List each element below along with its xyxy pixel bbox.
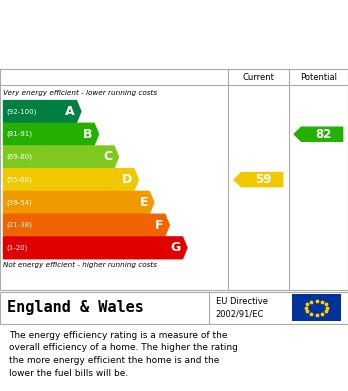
Bar: [292, 294, 341, 321]
Polygon shape: [3, 123, 98, 145]
Polygon shape: [3, 192, 154, 213]
Polygon shape: [3, 214, 169, 236]
Text: 59: 59: [255, 173, 271, 186]
Text: E: E: [140, 196, 148, 209]
Text: Not energy efficient - higher running costs: Not energy efficient - higher running co…: [3, 262, 158, 268]
Text: Energy Efficiency Rating: Energy Efficiency Rating: [9, 44, 219, 59]
Text: EU Directive
2002/91/EC: EU Directive 2002/91/EC: [216, 297, 268, 318]
Text: Potential: Potential: [300, 73, 337, 82]
Text: (39-54): (39-54): [6, 199, 32, 206]
Text: 82: 82: [315, 128, 331, 141]
Polygon shape: [3, 237, 187, 259]
Text: (21-38): (21-38): [6, 222, 32, 228]
Text: Current: Current: [243, 73, 274, 82]
Polygon shape: [234, 172, 283, 187]
Text: (92-100): (92-100): [6, 108, 37, 115]
Polygon shape: [3, 100, 81, 122]
Text: B: B: [83, 128, 93, 141]
Polygon shape: [294, 127, 343, 141]
Text: (81-91): (81-91): [6, 131, 32, 138]
Text: (69-80): (69-80): [6, 154, 32, 160]
Text: (55-68): (55-68): [6, 176, 32, 183]
Text: D: D: [122, 173, 133, 186]
Text: A: A: [65, 105, 75, 118]
Text: (1-20): (1-20): [6, 245, 27, 251]
Text: The energy efficiency rating is a measure of the
overall efficiency of a home. T: The energy efficiency rating is a measur…: [9, 330, 238, 378]
Text: England & Wales: England & Wales: [7, 300, 144, 315]
Polygon shape: [3, 146, 118, 168]
Text: Very energy efficient - lower running costs: Very energy efficient - lower running co…: [3, 90, 158, 96]
Text: F: F: [155, 219, 164, 231]
Text: G: G: [171, 241, 181, 254]
Polygon shape: [3, 169, 139, 190]
Text: C: C: [103, 151, 113, 163]
